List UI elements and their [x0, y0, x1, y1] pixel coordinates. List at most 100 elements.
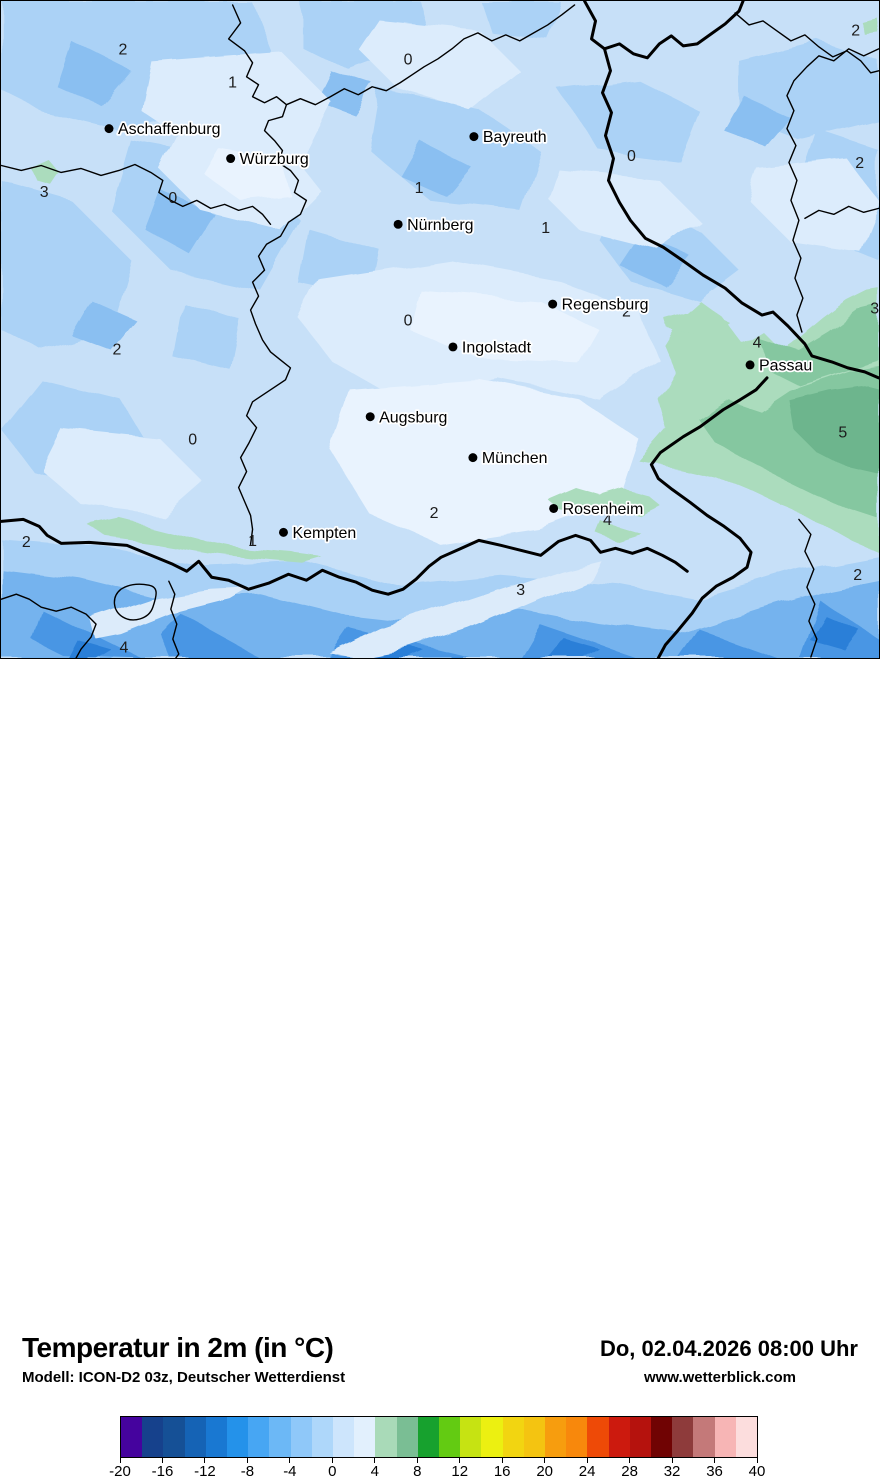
- forecast-datetime: Do, 02.04.2026 08:00 Uhr: [599, 1336, 858, 1361]
- temp-value-label: 0: [627, 148, 636, 165]
- temp-value-label: 4: [120, 640, 129, 657]
- colorbar-labels: -20 -16 -12 -8 -4 0 4 8 12 16 20 24 28 32 36 40: [109, 1463, 765, 1481]
- colorbar-tick-label: 32: [663, 1463, 681, 1480]
- colorbar-segment: [142, 1417, 164, 1457]
- temp-value-label: 3: [870, 301, 879, 318]
- temp-value-label: 1: [248, 533, 257, 550]
- colorbar-segment: [311, 1417, 334, 1457]
- temp-value-label: 3: [516, 582, 525, 599]
- colorbar-segment: [566, 1417, 588, 1457]
- temperature-colorbar: [120, 1416, 758, 1458]
- colorbar-tick-label: 36: [706, 1463, 723, 1480]
- city-label: Regensburg: [562, 297, 649, 314]
- colorbar-tick-label: 24: [578, 1463, 596, 1480]
- city-marker-dot: [448, 342, 458, 352]
- city-marker-dot: [549, 503, 559, 513]
- colorbar-segment: [248, 1417, 270, 1457]
- colorbar-segment: [121, 1417, 143, 1457]
- city-label: München: [482, 450, 548, 467]
- colorbar-tick-label: 4: [370, 1463, 379, 1480]
- colorbar-segment: [439, 1417, 461, 1457]
- colorbar-segment: [354, 1417, 376, 1457]
- city-marker-dot: [393, 219, 403, 229]
- temp-value-label: 0: [188, 431, 197, 448]
- colorbar-tick-label: 20: [536, 1463, 553, 1480]
- weather-map: 2 0 1 2 0 2 3 0 1 1 2 0 3 4 2 5 0 2 4 1 2 3 2 4 Aschaffenburg Wü…: [0, 0, 880, 659]
- colorbar-tick-label: -12: [194, 1463, 216, 1480]
- city-marker-dot: [278, 527, 288, 537]
- colorbar-segment: [714, 1417, 736, 1457]
- city-label: Passau: [759, 357, 812, 374]
- city-label: Kempten: [292, 525, 356, 542]
- temp-value-label: 0: [168, 190, 177, 207]
- colorbar-segment: [545, 1417, 567, 1457]
- temp-value-label: 2: [851, 22, 860, 39]
- city-marker-dot: [365, 412, 375, 422]
- city-marker-dot: [469, 132, 479, 142]
- city-label: Augsburg: [379, 409, 447, 426]
- national-borders: [1, 1, 879, 658]
- colorbar-segment: [290, 1417, 312, 1457]
- colorbar-segment: [269, 1417, 291, 1457]
- colorbar-segment: [735, 1417, 758, 1457]
- bavaria-temperature-map: 2 0 1 2 0 2 3 0 1 1 2 0 3 4 2 5 0 2 4 1 2 3 2 4 Aschaffenburg Wü…: [1, 1, 879, 658]
- colorbar-segment: [227, 1417, 249, 1457]
- map-title: Temperatur in 2m (in °C): [22, 1332, 334, 1363]
- colorbar-segment: [396, 1417, 418, 1457]
- colorbar-tick-label: 0: [328, 1463, 337, 1480]
- website-url: www.wetterblick.com: [644, 1369, 796, 1386]
- colorbar-segment: [502, 1417, 524, 1457]
- colorbar-segment: [417, 1417, 440, 1457]
- temp-value-label: 1: [541, 220, 550, 237]
- temp-value-label: 1: [228, 74, 237, 91]
- city-label: Ingolstadt: [462, 340, 532, 357]
- colorbar-segment: [693, 1417, 715, 1457]
- city-labels-layer: Aschaffenburg Würzburg Bayreuth Nürnberg Reg…: [104, 119, 814, 544]
- city-marker-dot: [548, 299, 558, 309]
- city-label: Aschaffenburg: [118, 121, 221, 138]
- colorbar-segment: [184, 1417, 206, 1457]
- city-marker-dot: [745, 360, 755, 370]
- colorbar-segment: [608, 1417, 630, 1457]
- temp-value-label: 2: [622, 304, 631, 321]
- colorbar-segment: [523, 1417, 546, 1457]
- temp-value-label: 4: [603, 512, 612, 529]
- temp-value-label: 4: [753, 335, 762, 352]
- colorbar-segment: [481, 1417, 503, 1457]
- colorbar-tick-label: -8: [240, 1463, 255, 1480]
- colorbar-tick-label: -20: [109, 1463, 131, 1480]
- temp-value-label: 2: [430, 505, 439, 522]
- city-label: Nürnberg: [407, 217, 473, 234]
- city-marker-dot: [468, 453, 478, 463]
- temperature-labels-layer: 2 0 1 2 0 2 3 0 1 1 2 0 3 4 2 5 0 2 4 1 2 3 2 4: [22, 22, 879, 656]
- colorbar-segment: [333, 1417, 355, 1457]
- colorbar-segment: [629, 1417, 652, 1457]
- colorbar-segment: [651, 1417, 673, 1457]
- colorbar-segment: [587, 1417, 609, 1457]
- footer: Temperatur in 2m (in °C) Modell: ICON-D2…: [0, 659, 880, 1480]
- temp-value-label: 1: [415, 180, 424, 197]
- city-label: Würzburg: [240, 151, 309, 168]
- temp-value-label: 5: [838, 424, 847, 441]
- colorbar-segment: [460, 1417, 482, 1457]
- colorbar-tick-label: 12: [451, 1463, 469, 1480]
- city-label: Bayreuth: [483, 129, 547, 146]
- city-marker-dot: [104, 124, 114, 134]
- temp-value-label: 0: [404, 51, 413, 68]
- temp-value-label: 2: [22, 534, 31, 551]
- colorbar-tick-label: 40: [748, 1463, 766, 1480]
- temp-value-label: 2: [853, 567, 862, 584]
- colorbar-segment: [375, 1417, 397, 1457]
- temp-value-label: 2: [119, 41, 128, 58]
- colorbar-tick-label: -4: [283, 1463, 297, 1480]
- temp-value-label: 2: [113, 342, 122, 359]
- colorbar-tick-label: 16: [493, 1463, 511, 1480]
- colorbar-tick-label: -16: [151, 1463, 174, 1480]
- colorbar-segment: [205, 1417, 228, 1457]
- city-label: Rosenheim: [563, 501, 644, 518]
- colorbar-tick-label: 28: [621, 1463, 638, 1480]
- state-borders: [1, 4, 879, 658]
- city-marker-dot: [226, 154, 236, 164]
- temp-value-label: 2: [855, 155, 864, 172]
- colorbar-segment: [163, 1417, 185, 1457]
